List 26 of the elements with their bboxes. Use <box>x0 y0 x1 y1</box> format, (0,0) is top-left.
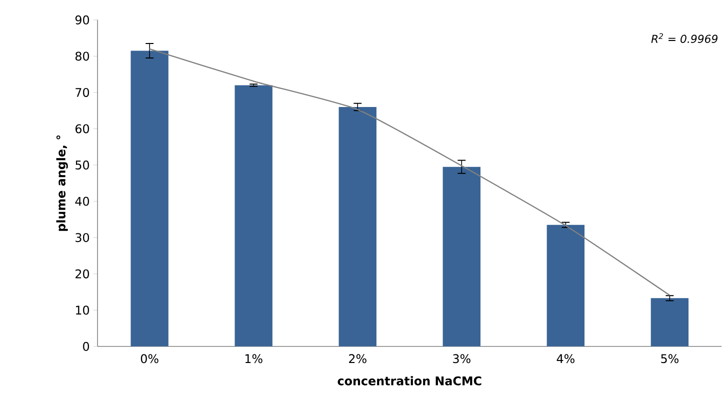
x-tick-label: 4% <box>556 354 574 364</box>
y-tick-label: 0 <box>83 342 90 351</box>
y-tick-label: 10 <box>76 306 90 315</box>
y-tick-label: 80 <box>75 52 90 61</box>
y-tick-label: 70 <box>76 88 90 97</box>
y-axis-title: plume angle, ° <box>56 135 68 231</box>
bar <box>442 166 480 346</box>
x-tick-label: 5% <box>661 354 678 364</box>
annotation: R$^{2}$ = 0.9969 <box>651 33 718 43</box>
x-tick-label: 3% <box>453 354 470 364</box>
y-tick-label: 60 <box>76 124 90 134</box>
line-series <box>148 48 670 296</box>
x-axis-title: concentration NaCMC <box>338 376 482 386</box>
y-tick-label: 20 <box>76 269 90 278</box>
bar <box>234 85 272 346</box>
y-tick-label: 40 <box>75 196 90 206</box>
bar <box>130 50 168 346</box>
bar <box>650 298 689 346</box>
bar <box>338 106 376 346</box>
y-tick-label: 50 <box>76 160 90 170</box>
y-tick-label: 30 <box>76 233 90 242</box>
bar <box>546 224 585 346</box>
x-tick-label: 1% <box>245 354 262 364</box>
y-tick-label: 90 <box>75 15 90 24</box>
x-tick-label: 2% <box>349 354 366 364</box>
x-tick-label: 0% <box>140 354 158 364</box>
